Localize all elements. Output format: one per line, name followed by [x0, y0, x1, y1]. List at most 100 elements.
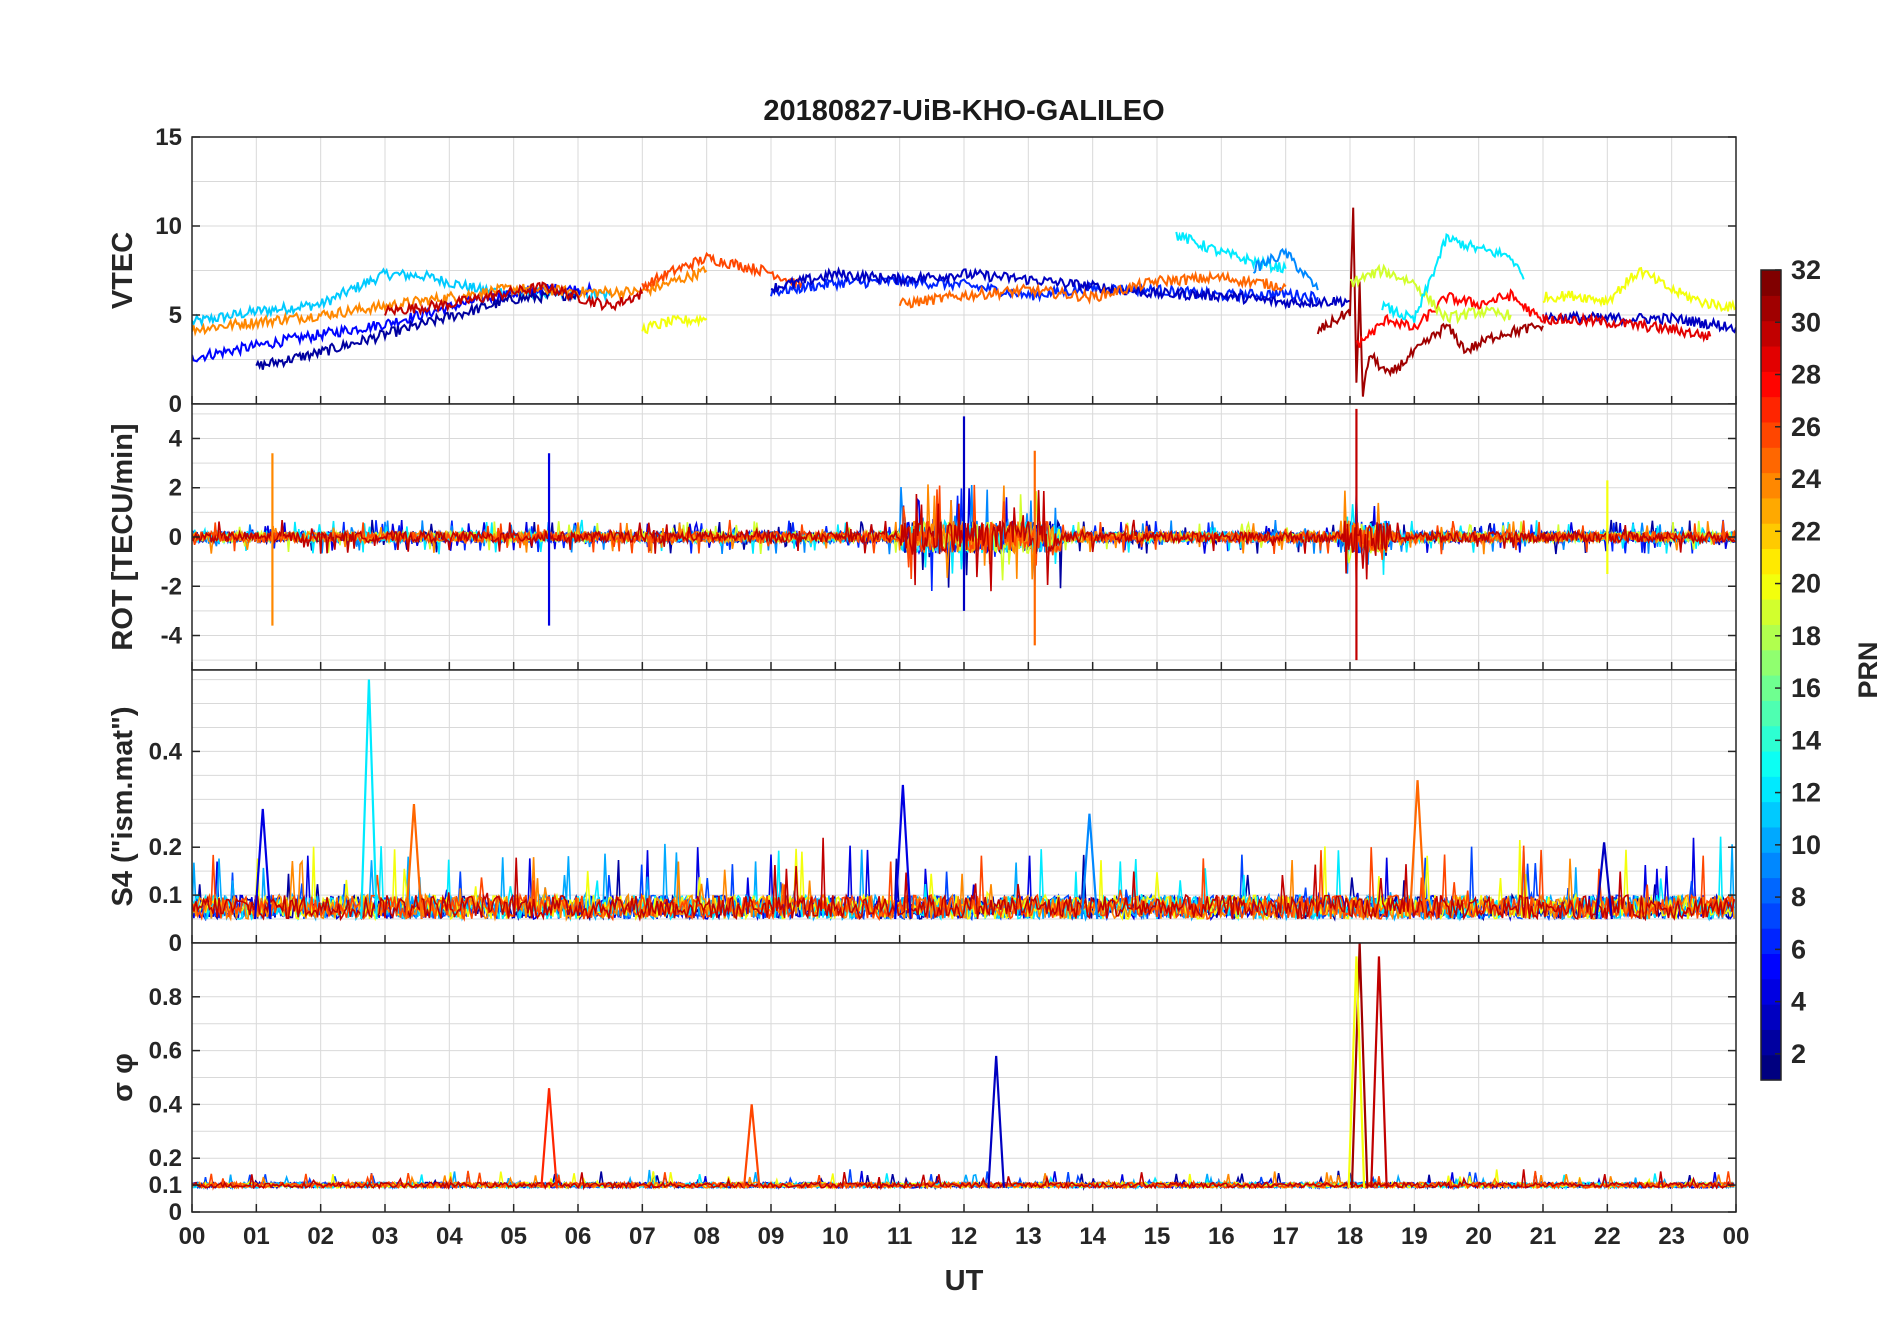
colorbar-swatch — [1761, 599, 1781, 625]
sigma-series-prn-30 — [192, 1169, 1735, 1191]
x-tick-label: 04 — [436, 1223, 463, 1250]
colorbar-swatch — [1761, 852, 1781, 879]
colorbar-swatch — [1761, 725, 1781, 752]
x-tick-label: 09 — [758, 1223, 785, 1250]
colorbar-label: PRN — [1853, 641, 1883, 698]
x-tick-label: 12 — [951, 1223, 978, 1250]
y-tick-label: 0.2 — [149, 834, 182, 861]
series-line-prn-9 — [1252, 247, 1319, 291]
colorbar-tick-label: 26 — [1791, 412, 1821, 442]
colorbar-tick-label: 8 — [1791, 882, 1806, 912]
colorbar-swatch — [1761, 902, 1781, 929]
y-axis-label-sigma: σ φ — [107, 1053, 139, 1102]
series-line-prn-28 — [1355, 288, 1544, 348]
colorbar-swatch — [1761, 371, 1781, 398]
panel-data — [192, 408, 1736, 661]
colorbar-swatch — [1761, 801, 1781, 828]
panel-s4: 0 0.1 0.2 0.4 S4 ("ism.mat") — [107, 669, 1737, 957]
x-tick-label: 01 — [243, 1223, 270, 1250]
y-tick-label: 0.2 — [149, 1145, 182, 1172]
x-tick-label: 05 — [500, 1223, 527, 1250]
series-line-prn-25 — [898, 270, 1287, 309]
y-axis-label-vtec: VTEC — [107, 232, 139, 309]
series-line-prn-24 — [192, 265, 708, 337]
colorbar-swatch — [1761, 270, 1781, 296]
s4-peak-prn-4 — [894, 784, 912, 920]
x-tick-label: 02 — [307, 1223, 334, 1250]
y-tick-label: -4 — [161, 623, 183, 650]
x-axis-tick-labels: 00 01 02 03 04 05 06 07 08 09 10 11 12 13 14 15 16 17 18 19… — [179, 1223, 1750, 1250]
panel-vtec: 0 5 10 15 VTEC — [107, 124, 1737, 418]
s4-peak-prn-12 — [360, 679, 378, 920]
colorbar-tick-label: 14 — [1791, 725, 1821, 755]
sigma-peak-prn-30 — [1370, 956, 1388, 1188]
s4-peak-prn-3 — [1595, 842, 1613, 920]
colorbar-tick-label: 24 — [1791, 464, 1821, 494]
colorbar-tick-label: 28 — [1791, 360, 1821, 390]
y-tick-label: 0.1 — [149, 882, 182, 909]
colorbar-tick-label: 2 — [1791, 1039, 1806, 1069]
colorbar-tick-label: 16 — [1791, 673, 1821, 703]
colorbar-swatch — [1761, 447, 1781, 474]
series-line-prn-30 — [384, 281, 644, 317]
series-line-prn-20 — [641, 313, 708, 335]
colorbar-tick-label: 12 — [1791, 778, 1821, 808]
x-tick-label: 10 — [822, 1223, 849, 1250]
colorbar-swatch — [1761, 345, 1781, 372]
y-tick-label: 0 — [169, 391, 182, 418]
x-axis-label: UT — [945, 1265, 984, 1297]
y-tick-label: 0.4 — [149, 1091, 183, 1118]
colorbar-swatch — [1761, 472, 1781, 499]
colorbar-tick-label: 6 — [1791, 934, 1806, 964]
s4-peak-prn-25 — [405, 804, 423, 920]
y-tick-label: 10 — [155, 213, 182, 240]
x-tick-label: 03 — [372, 1223, 399, 1250]
colorbar-tick-label: 4 — [1791, 987, 1806, 1017]
series-line-prn-12 — [1381, 233, 1525, 323]
colorbar-swatch — [1761, 750, 1781, 777]
colorbar-swatch — [1761, 826, 1781, 853]
y-tick-label: 0.8 — [149, 984, 182, 1011]
sigma-peak-prn-26 — [742, 1104, 761, 1188]
colorbar-swatch — [1761, 675, 1781, 701]
colorbar-swatch — [1761, 497, 1781, 524]
series-line-prn-26 — [641, 251, 805, 294]
x-tick-label: 07 — [629, 1223, 656, 1250]
colorbar-swatch — [1761, 624, 1781, 651]
colorbar-swatch — [1761, 928, 1781, 955]
series-line-prn-3 — [770, 266, 1351, 310]
s4-peak-prn-9 — [1080, 813, 1099, 920]
y-tick-label: -2 — [161, 573, 182, 600]
colorbar-tick-label: 20 — [1791, 569, 1821, 599]
y-tick-label: 0 — [169, 1199, 182, 1226]
sigma-peak-prn-31 — [1350, 943, 1369, 1188]
series-line-prn-19 — [1349, 263, 1512, 325]
colorbar-swatch — [1761, 1054, 1781, 1081]
colorbar-tick-label: 10 — [1791, 830, 1821, 860]
colorbar-swatch — [1761, 421, 1781, 448]
x-tick-label: 17 — [1272, 1223, 1299, 1250]
sigma-peak-prn-20 — [1347, 956, 1366, 1188]
y-tick-label: 15 — [155, 124, 182, 151]
x-tick-label: 00 — [179, 1223, 206, 1250]
x-tick-label: 21 — [1530, 1223, 1557, 1250]
series-line-prn-31 — [1316, 207, 1544, 397]
series-line-prn-20 — [1542, 266, 1736, 313]
x-tick-label: 23 — [1658, 1223, 1685, 1250]
panel-data — [192, 943, 1735, 1191]
x-tick-label: 18 — [1337, 1223, 1364, 1250]
sigma-peak-prn-3 — [987, 1055, 1005, 1188]
panel-rot: -4 -2 0 2 4 ROT [TECU/min] — [107, 403, 1737, 671]
x-tick-label: 08 — [693, 1223, 720, 1250]
colorbar-swatch — [1761, 573, 1781, 600]
y-tick-label: 5 — [169, 302, 182, 329]
x-tick-label: 22 — [1594, 1223, 1621, 1250]
y-tick-label: 0.1 — [149, 1172, 182, 1199]
colorbar-swatch — [1761, 978, 1781, 1005]
chart-title: 20180827-UiB-KHO-GALILEO — [763, 95, 1164, 127]
colorbar-tick-label: 22 — [1791, 516, 1821, 546]
colorbar-swatch — [1761, 548, 1781, 575]
colorbar-tick-label: 30 — [1791, 307, 1821, 337]
series-line-prn-29 — [1542, 312, 1712, 343]
